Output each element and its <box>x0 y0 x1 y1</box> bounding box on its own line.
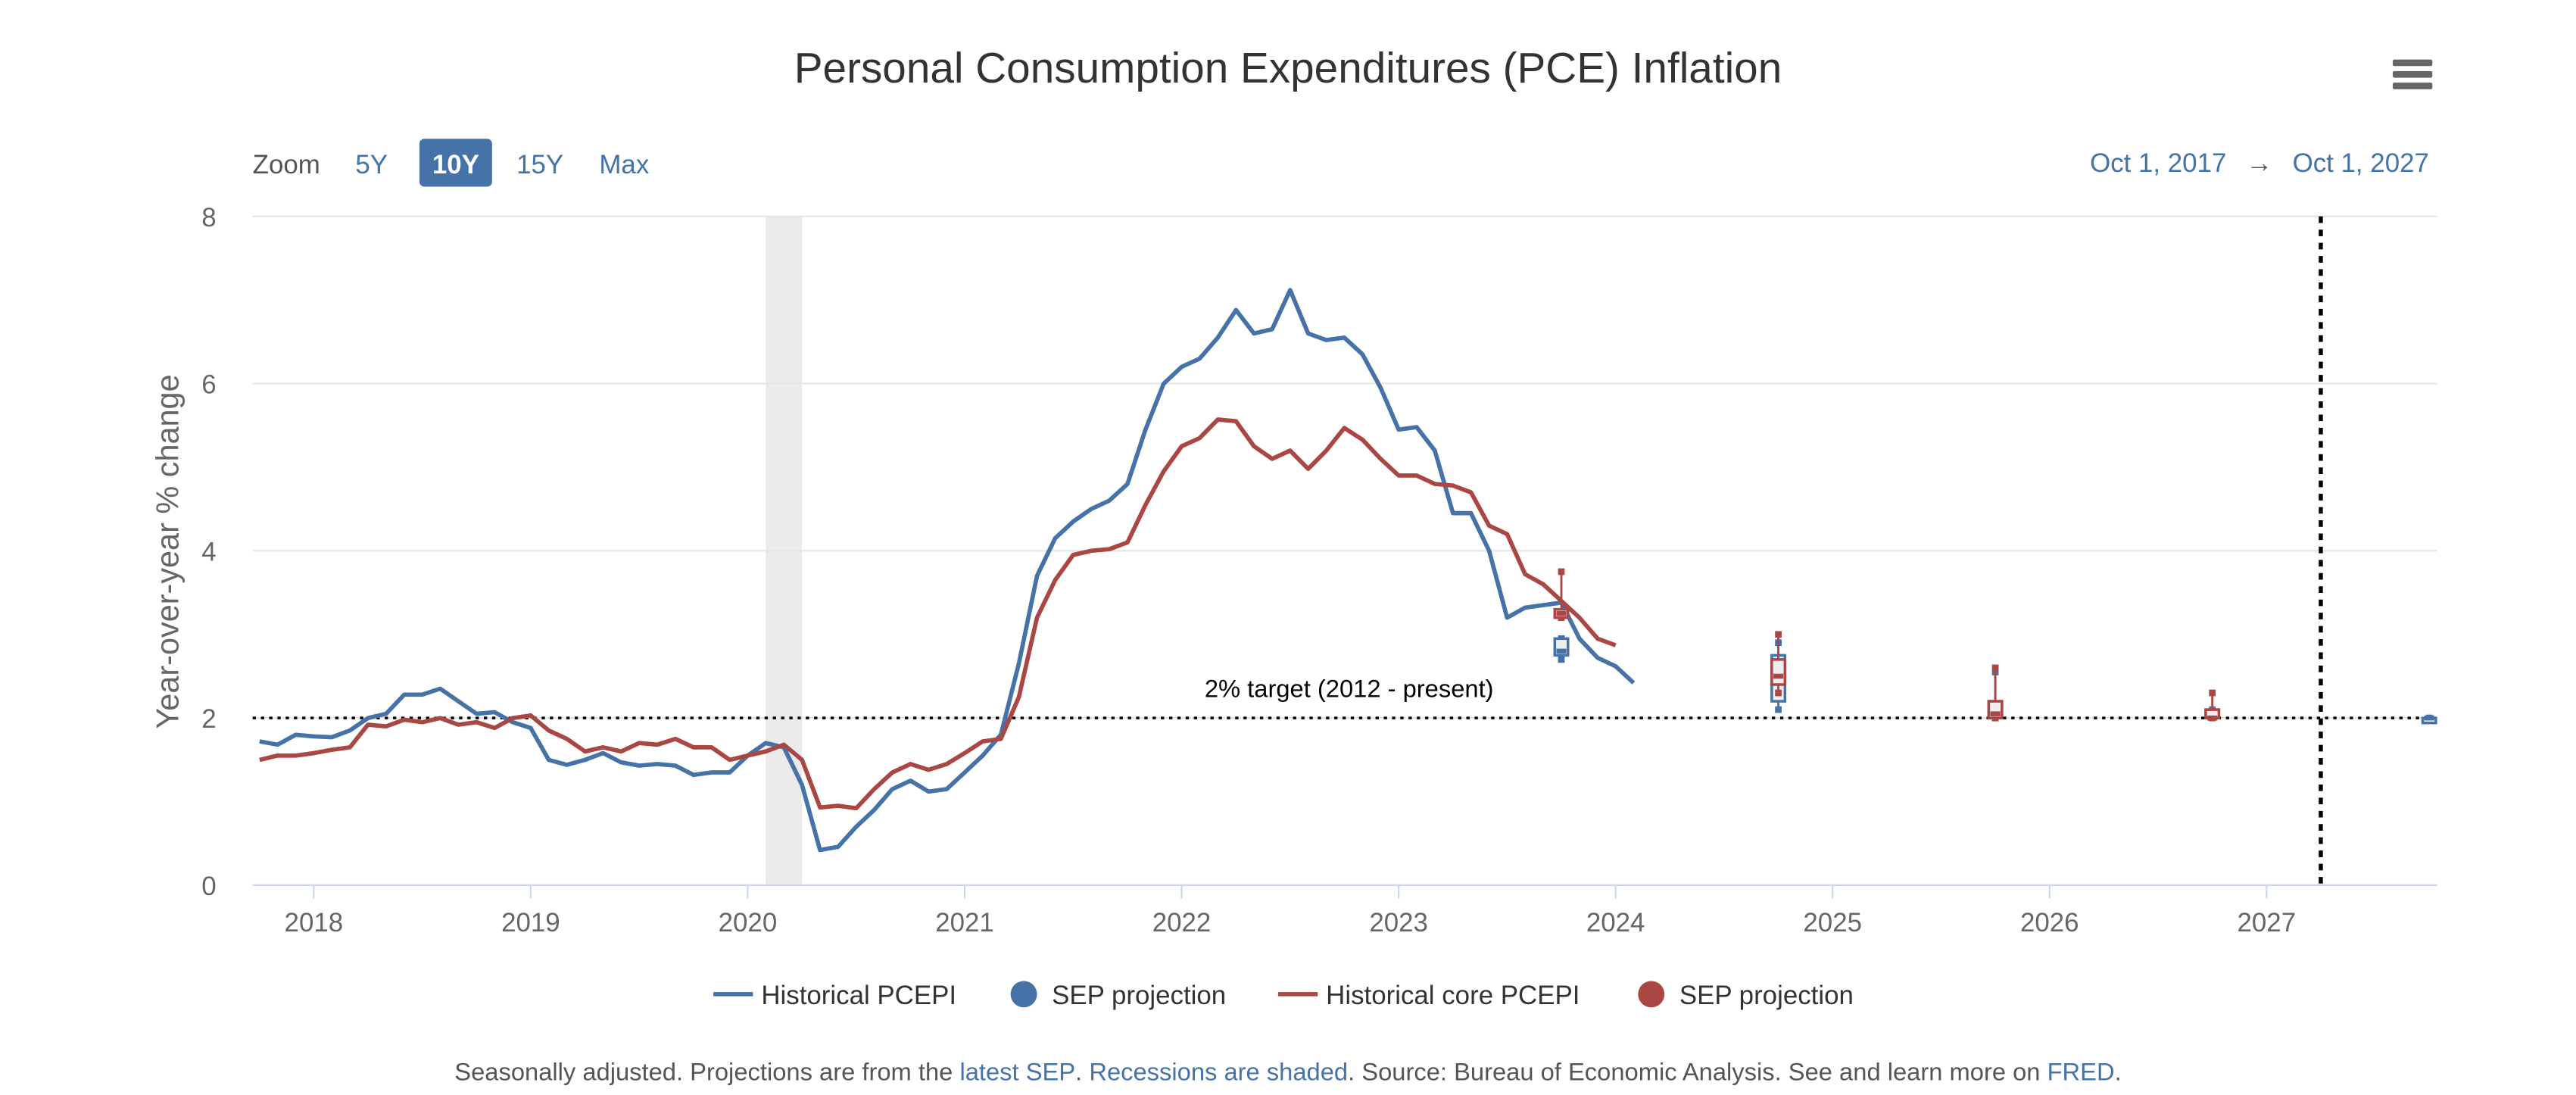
x-tick-label: 2024 <box>1586 908 1645 937</box>
sep-whisker-cap <box>1991 664 1999 672</box>
zoom-10y-button[interactable]: 10Y <box>432 150 479 179</box>
svg-text:Historical PCEPI: Historical PCEPI <box>761 981 956 1010</box>
legend-item-sep-projection-core[interactable]: SEP projection <box>1638 981 1854 1010</box>
x-tick-label: 2019 <box>501 908 560 937</box>
fred-link[interactable]: FRED <box>2047 1057 2115 1085</box>
x-tick-label: 2018 <box>285 908 344 937</box>
x-tick-label: 2027 <box>2238 908 2297 937</box>
x-tick-label: 2026 <box>2020 908 2079 937</box>
legend: Historical PCEPI SEP projection Historic… <box>713 981 1854 1010</box>
zoom-5y-button[interactable]: 5Y <box>355 150 388 179</box>
sep-whisker-cap <box>1775 631 1782 638</box>
range-to[interactable]: Oct 1, 2027 <box>2293 148 2429 178</box>
recessions-link[interactable]: Recessions are shaded <box>1089 1057 1348 1085</box>
footer-note: Seasonally adjusted. Projections are fro… <box>454 1057 2121 1085</box>
y-tick-label: 4 <box>201 537 216 566</box>
latest-sep-link[interactable]: latest SEP <box>959 1057 1075 1085</box>
y-tick-label: 2 <box>201 704 216 734</box>
zoom-10y-button-bg[interactable] <box>419 139 492 187</box>
sep-whisker-cap <box>1558 656 1565 663</box>
x-tick-label: 2020 <box>719 908 778 937</box>
legend-item-historical-core-pcepi[interactable]: Historical core PCEPI <box>1277 981 1580 1010</box>
sep-whisker-cap <box>1775 706 1782 713</box>
svg-text:SEP projection: SEP projection <box>1052 981 1226 1010</box>
series-line-historical-pcepi <box>259 288 1636 853</box>
svg-text:Historical core PCEPI: Historical core PCEPI <box>1326 981 1580 1010</box>
x-tick-label: 2023 <box>1369 908 1428 937</box>
range-from[interactable]: Oct 1, 2017 <box>2090 148 2226 178</box>
sep-whisker-cap <box>1775 689 1782 697</box>
sep-median <box>1773 673 1784 679</box>
zoom-15y-button[interactable]: 15Y <box>516 150 563 179</box>
svg-text:SEP projection: SEP projection <box>1679 981 1854 1010</box>
x-tick-label: 2025 <box>1803 908 1862 937</box>
series-line-historical-core-pcepi <box>259 417 1617 811</box>
sep-whisker-cap <box>2209 689 2216 697</box>
date-range[interactable]: Oct 1, 2017 → Oct 1, 2027 <box>2090 148 2429 178</box>
zoom-label: Zoom <box>253 150 320 179</box>
y-axis-title: Year-over-year % change <box>150 374 186 728</box>
sep-whisker-cap <box>1558 568 1565 576</box>
x-tick-label: 2022 <box>1152 908 1212 937</box>
sep-median <box>1990 711 2001 716</box>
sep-median <box>2424 715 2434 721</box>
legend-item-sep-projection-headline[interactable]: SEP projection <box>1010 981 1227 1010</box>
sep-box <box>1770 658 1787 686</box>
hamburger-menu-icon[interactable] <box>2392 59 2433 89</box>
sep-median <box>1556 610 1567 616</box>
x-tick-label: 2021 <box>935 908 994 937</box>
range-arrow: → <box>2247 148 2273 178</box>
zoom-max-button[interactable]: Max <box>599 150 649 179</box>
y-tick-label: 0 <box>201 872 216 901</box>
sep-median <box>2207 715 2218 721</box>
y-tick-label: 8 <box>201 203 216 232</box>
legend-item-historical-pcepi[interactable]: Historical PCEPI <box>713 981 956 1010</box>
chart-title: Personal Consumption Expenditures (PCE) … <box>794 45 1782 92</box>
sep-median <box>1556 648 1567 654</box>
target-label: 2% target (2012 - present) <box>1205 674 1494 702</box>
y-tick-label: 6 <box>201 370 216 400</box>
